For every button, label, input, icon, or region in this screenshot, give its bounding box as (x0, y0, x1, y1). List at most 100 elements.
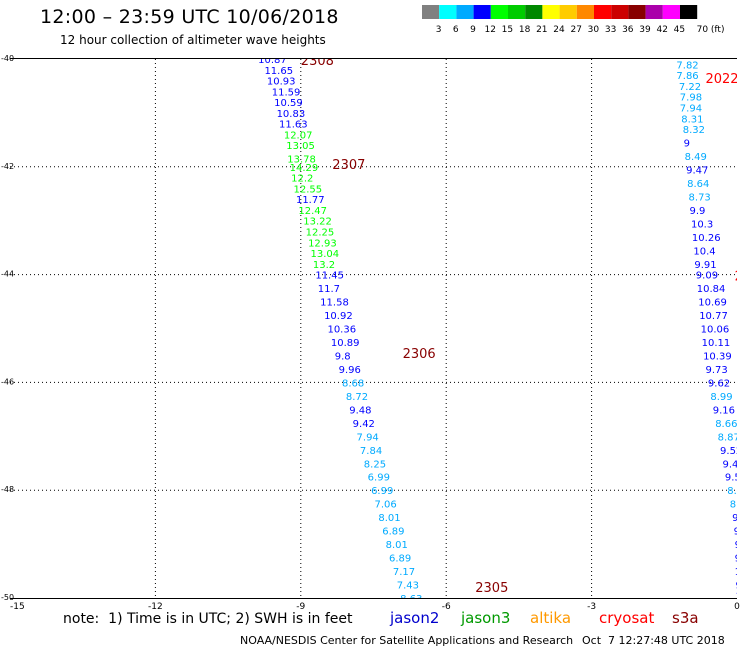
swh-point-label: 13.78 (287, 155, 316, 166)
swh-point-label: 9 (735, 540, 737, 551)
footer-timestamp: Oct 7 12:27:48 UTC 2018 (582, 634, 725, 647)
swh-point-label: 9.47 (686, 165, 708, 176)
swh-point-label: 13.22 (303, 217, 332, 228)
swh-point-label: 10.06 (701, 325, 730, 336)
colorbar-swatch (473, 5, 491, 19)
wave-height-plot: 10.8711.6510.9311.5910.5910.8311.6312.07… (10, 59, 737, 598)
swh-point-label: 9.9 (690, 206, 706, 217)
swh-point-label: 9.91 (694, 260, 716, 271)
swh-point-label: 9.51 (725, 473, 737, 484)
swh-point-label: 10 (736, 591, 737, 598)
swh-point-label: 8.64 (687, 179, 709, 190)
x-tick-label: -15 (10, 602, 25, 612)
colorbar-label: 30 (588, 25, 600, 35)
swh-point-label: 12.07 (284, 130, 313, 141)
swh-point-label: 7.43 (397, 581, 419, 592)
swh-point-label: 9.8 (734, 527, 737, 538)
swh-point-label: 9.3 (732, 513, 737, 524)
swh-point-label: 10.69 (698, 298, 727, 309)
swh-point-label: 10.39 (703, 351, 732, 362)
colorbar-swatch (456, 5, 474, 19)
colorbar-swatch (559, 5, 577, 19)
swh-point-label: 11.77 (296, 195, 325, 206)
swh-point-label: 8.87 (718, 432, 737, 443)
swh-point-label: 10.93 (267, 77, 296, 88)
footer-credit: NOAA/NESDIS Center for Satellite Applica… (240, 634, 574, 647)
swh-point-label: 12.55 (294, 184, 323, 195)
swh-point-label: 8.31 (681, 114, 703, 125)
swh-point-label: 11.65 (264, 66, 293, 77)
swh-point-label: 10.59 (274, 98, 303, 109)
swh-point-label: 7.86 (676, 71, 698, 82)
swh-point-label: 10.87 (258, 59, 287, 66)
swh-point-label: 9.09 (696, 271, 718, 282)
satellite-legend-cryosat: cryosat (599, 609, 655, 627)
pass-time-label: 2307 (332, 158, 365, 173)
colorbar-label: 15 (502, 25, 513, 35)
swh-point-label: 9 (684, 139, 690, 150)
colorbar-label: 27 (570, 25, 581, 35)
swh-point-label: 9 (735, 554, 737, 565)
swh-point-label: 8.72 (346, 392, 368, 403)
colorbar-label: 45 (674, 25, 685, 35)
swh-point-label: 9.48 (349, 405, 371, 416)
colorbar-swatch (645, 5, 663, 19)
swh-point-label: 10.83 (277, 109, 306, 120)
swh-point-label: 8.63 (400, 594, 422, 598)
swh-point-label: 11.63 (279, 120, 308, 131)
swh-point-label: 10.3 (691, 219, 713, 230)
footer-note: note: 1) Time is in UTC; 2) SWH is in fe… (63, 611, 353, 627)
swh-point-label: 8.32 (683, 125, 705, 136)
swh-point-label: 8.68 (342, 378, 364, 389)
pass-time-label: 2305 (475, 581, 508, 596)
swh-point-label: 8.49 (685, 152, 707, 163)
pass-time-label: 2308 (301, 59, 334, 69)
swh-point-label: 11.45 (315, 271, 344, 282)
swh-point-label: 12.93 (308, 238, 337, 249)
plot-area: 10.87 11.65 10.93 11.59 10.59 10.83 11.63 12.07… (10, 58, 737, 599)
x-tick-label: 0 (734, 602, 740, 612)
swh-point-label: 7.06 (374, 500, 396, 511)
colorbar-swatch (576, 5, 594, 19)
colorbar-label: 24 (553, 25, 565, 35)
satellite-legend-jason2: jason2 (390, 609, 440, 627)
swh-point-label: 10.36 (327, 325, 356, 336)
swh-point-label: 13.05 (286, 141, 315, 152)
swh-point-label: 12.25 (306, 227, 335, 238)
swh-point-label: 9 (736, 581, 737, 592)
swh-point-label: 10.77 (699, 311, 728, 322)
pass-time-label: 2022 (705, 72, 737, 87)
swh-point-label: 9.52 (720, 446, 737, 457)
colorbar-label: 70 (ft) (697, 25, 725, 35)
swh-point-label: 10.89 (331, 338, 360, 349)
swh-point-label: 7.17 (393, 567, 415, 578)
swh-point-label: 6.89 (389, 554, 411, 565)
colorbar-label: 42 (656, 25, 667, 35)
swh-point-label: 8.73 (689, 192, 711, 203)
swh-point-label: 6.99 (371, 486, 393, 497)
pass-time-label: 20 (735, 270, 737, 285)
colorbar-swatch (542, 5, 560, 19)
swh-point-label: 8.66 (715, 419, 737, 430)
swh-colorbar: 3 6 9 12 15 18 21 24 27 30 33 36 39 42 45 70 (ft) (422, 5, 725, 35)
colorbar-swatch (439, 5, 457, 19)
colorbar-swatch (508, 5, 526, 19)
colorbar-swatch (628, 5, 646, 19)
swh-point-label: 13.2 (313, 260, 335, 271)
colorbar-label: 36 (622, 25, 634, 35)
colorbar-label: 3 (436, 25, 442, 35)
swh-point-label: 12.47 (298, 206, 327, 217)
swh-point-label: 11.7 (318, 284, 340, 295)
colorbar-label: 39 (639, 25, 651, 35)
swh-point-label: 10.92 (324, 311, 353, 322)
swh-point-label: 10 (735, 567, 737, 578)
colorbar-swatch (662, 5, 680, 19)
swh-point-label: 10.26 (692, 233, 721, 244)
colorbar-swatch (422, 5, 440, 19)
colorbar-label: 33 (605, 25, 616, 35)
satellite-legend-altika: altika (530, 609, 572, 627)
swh-point-label: 9.8 (335, 351, 351, 362)
swh-point-label: 9.42 (353, 419, 375, 430)
swh-point-label: 9.96 (339, 365, 361, 376)
satellite-legend-s3a: s3a (672, 609, 699, 627)
